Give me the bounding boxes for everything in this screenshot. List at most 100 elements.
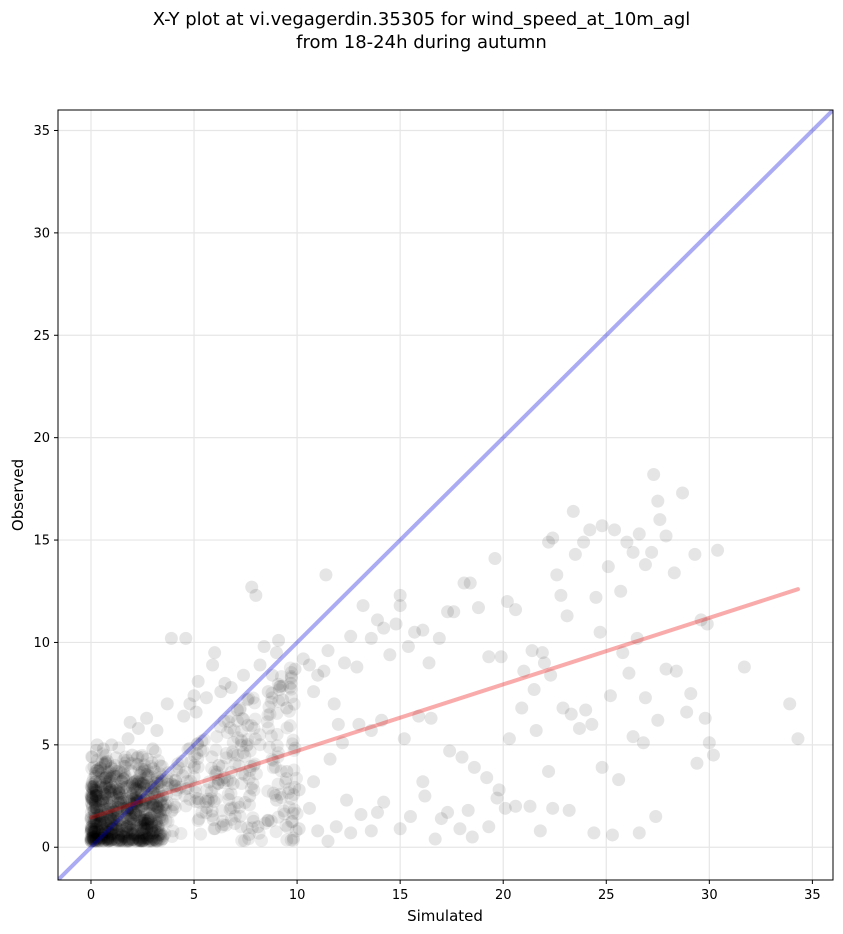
data-point: [131, 795, 145, 809]
data-point: [150, 824, 164, 838]
data-point: [114, 832, 128, 846]
data-point: [96, 781, 110, 795]
data-point: [135, 823, 149, 837]
data-point: [568, 547, 582, 561]
data-point: [219, 751, 233, 765]
data-point: [129, 803, 143, 817]
data-point: [89, 814, 103, 828]
data-point: [86, 828, 100, 842]
data-point: [302, 801, 316, 815]
data-point: [111, 809, 125, 823]
data-point: [138, 805, 152, 819]
data-point: [155, 812, 169, 826]
data-point: [140, 823, 154, 837]
data-point: [120, 832, 134, 846]
data-point: [90, 801, 104, 815]
regression-fit-line: [88, 587, 800, 820]
data-point: [252, 826, 266, 840]
data-point: [146, 827, 160, 841]
data-point: [130, 813, 144, 827]
data-point: [139, 786, 153, 800]
data-point: [129, 808, 143, 822]
data-point: [533, 824, 547, 838]
data-point: [130, 774, 144, 788]
data-point: [144, 760, 158, 774]
data-point: [153, 759, 167, 773]
data-point: [90, 788, 104, 802]
data-point: [261, 708, 275, 722]
data-point: [280, 701, 294, 715]
data-point: [564, 707, 578, 721]
data-point: [370, 805, 384, 819]
data-point: [130, 794, 144, 808]
data-point: [195, 805, 209, 819]
data-point: [97, 787, 111, 801]
data-point: [146, 797, 160, 811]
data-point: [234, 734, 248, 748]
data-point: [224, 765, 238, 779]
data-point: [84, 790, 98, 804]
data-point: [86, 828, 100, 842]
data-point: [88, 801, 102, 815]
data-point: [144, 816, 158, 830]
y-axis-ticks: 0 5 10 15 20 25 30 35: [33, 124, 58, 856]
data-point: [232, 759, 246, 773]
data-point: [123, 802, 137, 816]
data-point: [87, 783, 101, 797]
data-point: [649, 810, 663, 824]
data-point: [187, 758, 201, 772]
data-point: [148, 779, 162, 793]
data-point: [137, 818, 151, 832]
data-point: [92, 764, 106, 778]
data-point: [118, 806, 132, 820]
data-point: [393, 599, 407, 613]
data-point: [142, 832, 156, 846]
data-point: [147, 808, 161, 822]
data-point: [150, 788, 164, 802]
data-point: [651, 713, 665, 727]
data-point: [139, 793, 153, 807]
data-point: [85, 790, 99, 804]
data-point: [88, 815, 102, 829]
data-point: [408, 625, 422, 639]
data-point: [184, 774, 198, 788]
data-point: [103, 811, 117, 825]
data-point: [120, 779, 134, 793]
data-point: [124, 812, 138, 826]
data-point: [129, 797, 143, 811]
data-point: [178, 789, 192, 803]
data-point: [494, 650, 508, 664]
data-point: [126, 786, 140, 800]
data-point: [91, 808, 105, 822]
data-point: [168, 779, 182, 793]
data-point: [87, 819, 101, 833]
data-point: [85, 814, 99, 828]
data-point: [134, 792, 148, 806]
data-point: [107, 785, 121, 799]
data-point: [127, 776, 141, 790]
data-point: [142, 834, 156, 848]
data-point: [146, 798, 160, 812]
data-point: [86, 787, 100, 801]
data-point: [170, 783, 184, 797]
data-point: [94, 779, 108, 793]
data-point: [706, 748, 720, 762]
data-point: [106, 791, 120, 805]
data-point: [215, 759, 229, 773]
data-point: [153, 804, 167, 818]
data-point: [126, 822, 140, 836]
data-point: [542, 764, 556, 778]
data-point: [121, 732, 135, 746]
data-point: [424, 711, 438, 725]
data-point: [101, 834, 115, 848]
data-point: [100, 818, 114, 832]
data-point: [257, 640, 271, 654]
y-tick-label: 30: [33, 226, 50, 241]
data-point: [164, 804, 178, 818]
data-point: [327, 697, 341, 711]
data-point: [142, 799, 156, 813]
data-point: [122, 833, 136, 847]
data-point: [130, 795, 144, 809]
data-point: [146, 796, 160, 810]
data-point: [137, 812, 151, 826]
